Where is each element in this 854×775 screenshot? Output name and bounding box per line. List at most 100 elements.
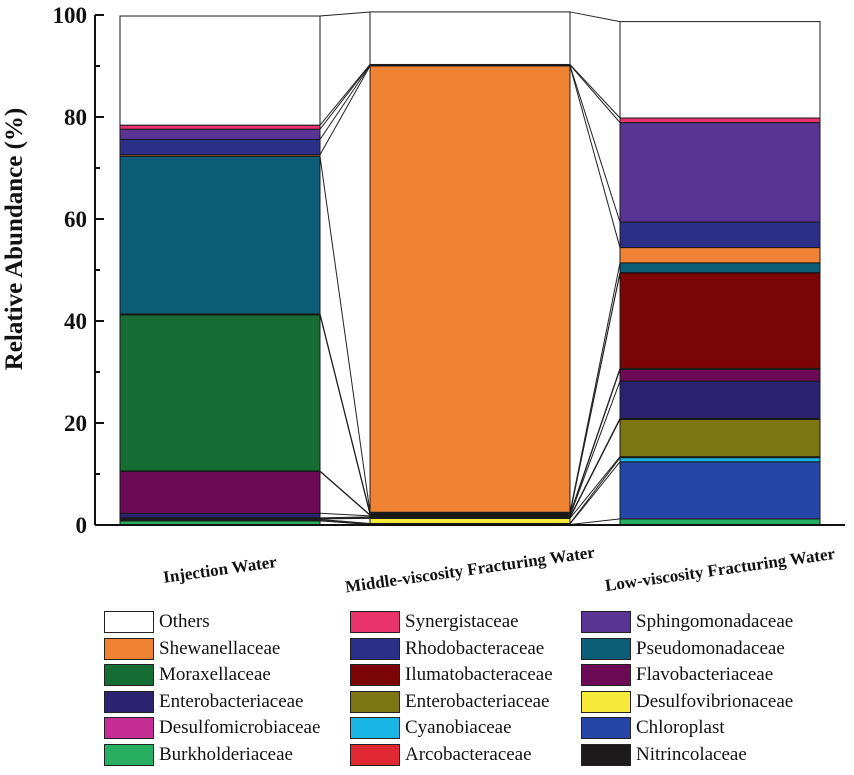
legend-label: Synergistaceae: [405, 611, 519, 632]
bar-segment-others: [119, 15, 321, 126]
legend-swatch: [350, 637, 400, 660]
connector-line: [319, 520, 371, 525]
connector-line: [569, 64, 621, 119]
legend-swatch: [350, 743, 400, 766]
legend-swatch: [581, 637, 631, 660]
legend-label: Enterobacteriaceae: [159, 690, 304, 712]
legend-swatch: [581, 690, 631, 713]
bar-segment-rhodobacteraceae: [619, 221, 821, 249]
connector-line: [319, 470, 371, 516]
bar-segment-pseudomonadaceae: [119, 155, 321, 315]
bar-segment-rhodobacteraceae: [119, 138, 321, 156]
legend-item: Enterobacteriaceae: [350, 690, 550, 714]
connector-line: [569, 11, 621, 23]
connector-line: [569, 518, 621, 525]
legend-item: Shewanellaceae: [104, 637, 280, 661]
x-tick-label: Middle-viscosity Fracturing Water: [344, 543, 596, 597]
legend-label: Cyanobiaceae: [405, 717, 512, 738]
legend-swatch: [104, 611, 154, 633]
bar-segment-ilumatobacteraceae: [619, 272, 821, 369]
legend-item: Sphingomonadaceae: [581, 610, 793, 634]
x-tick-label: Low-viscosity Fracturing Water: [604, 544, 837, 595]
connector-line: [319, 517, 371, 519]
legend-swatch: [350, 690, 400, 713]
connector-line: [569, 418, 621, 518]
legend-swatch: [350, 664, 400, 686]
bar-segment-enterobacteriaceae: [119, 512, 321, 519]
bar-segment-others: [619, 21, 821, 119]
connector-line: [319, 65, 371, 140]
legend-label: Arcobacteraceae: [405, 743, 532, 765]
legend-label: Enterobacteriaceae: [405, 690, 550, 712]
connector-line: [569, 65, 621, 223]
legend-swatch: [104, 664, 154, 686]
bar-segment-cyanobiaceae: [619, 457, 821, 463]
legend-item: Ilumatobacteraceae: [350, 663, 553, 687]
connector-line: [569, 381, 621, 516]
legend-swatch: [104, 717, 154, 739]
y-tick-label: 80: [64, 105, 87, 130]
connector-line: [569, 368, 621, 515]
legend-swatch: [581, 664, 631, 686]
bar-segment-sphingomonadaceae: [119, 128, 321, 140]
bar-group: [119, 11, 821, 526]
legend-swatch: [350, 717, 400, 739]
legend-label: Ilumatobacteraceae: [405, 664, 553, 685]
legend-item: Arcobacteraceae: [350, 743, 532, 767]
legend-swatch: [581, 611, 631, 633]
connector-line: [319, 517, 371, 520]
connector-line: [319, 516, 371, 519]
bar-connectors: [319, 11, 621, 526]
connector-line: [319, 519, 371, 525]
legend-swatch: [104, 743, 154, 766]
connector-line: [319, 64, 371, 126]
stacked-bar-chart: 0 20 40 60 80 100 Injection Water Middle-visco…: [1, 3, 845, 597]
bar-segment-pseudomonadaceae: [619, 262, 821, 274]
bar-segment-desulfovibrionaceae: [369, 517, 571, 524]
legend-item: Rhodobacteraceae: [350, 637, 544, 661]
bar-segment-enterobacteriaceae: [619, 418, 821, 458]
connector-line: [319, 512, 371, 517]
legend-label: Flavobacteriaceae: [636, 664, 774, 685]
legend-item: Burkholderiaceae: [104, 743, 293, 767]
bar-segment-chloroplast: [619, 461, 821, 520]
bar-segment-flavobacteriaceae: [619, 368, 821, 382]
legend-item: Desulfovibrionaceae: [581, 690, 793, 714]
legend-item: Others: [104, 610, 210, 634]
legend-item: Flavobacteriaceae: [581, 663, 773, 687]
axes: 0 20 40 60 80 100: [53, 3, 845, 538]
y-axis-label: Relative Abundance (%): [1, 108, 28, 371]
legend-label: Desulfomicrobiaceae: [159, 717, 321, 738]
legend-item: Cyanobiaceae: [350, 716, 512, 740]
legend-label: Others: [159, 611, 210, 632]
bar-segment-flavobacteriaceae: [119, 470, 321, 514]
legend-label: Rhodobacteraceae: [405, 637, 545, 659]
bar-segment-enterobacteriaceae: [619, 380, 821, 419]
connector-line: [319, 518, 371, 524]
legend-label: Pseudomonadaceae: [636, 637, 785, 659]
legend-label: Shewanellaceae: [159, 637, 281, 659]
legend-label: Sphingomonadaceae: [636, 611, 794, 632]
connector-line: [319, 11, 371, 17]
connector-line: [569, 456, 621, 519]
bar-segment-others: [369, 11, 571, 65]
legend-item: Synergistaceae: [350, 610, 519, 634]
connector-line: [319, 65, 371, 155]
connector-line: [569, 64, 621, 123]
bar-segment-shewanellaceae: [369, 65, 571, 513]
legend-item: Chloroplast: [581, 716, 725, 740]
legend-item: Enterobacteriaceae: [104, 690, 304, 714]
legend-swatch: [350, 611, 400, 633]
connector-line: [569, 65, 621, 248]
bar-segment-shewanellaceae: [619, 247, 821, 264]
legend-label: Nitrincolaceae: [636, 743, 747, 765]
legend-label: Burkholderiaceae: [159, 743, 293, 765]
connector-line: [319, 156, 371, 513]
legend-item: Moraxellaceae: [104, 663, 271, 687]
y-tick-label: 100: [53, 3, 88, 28]
legend-swatch: [581, 743, 631, 766]
bar-segment-synergistaceae: [119, 124, 321, 130]
connector-line: [569, 262, 621, 513]
bar-segment-moraxellaceae: [119, 314, 321, 472]
legend-label: Moraxellaceae: [159, 664, 271, 685]
